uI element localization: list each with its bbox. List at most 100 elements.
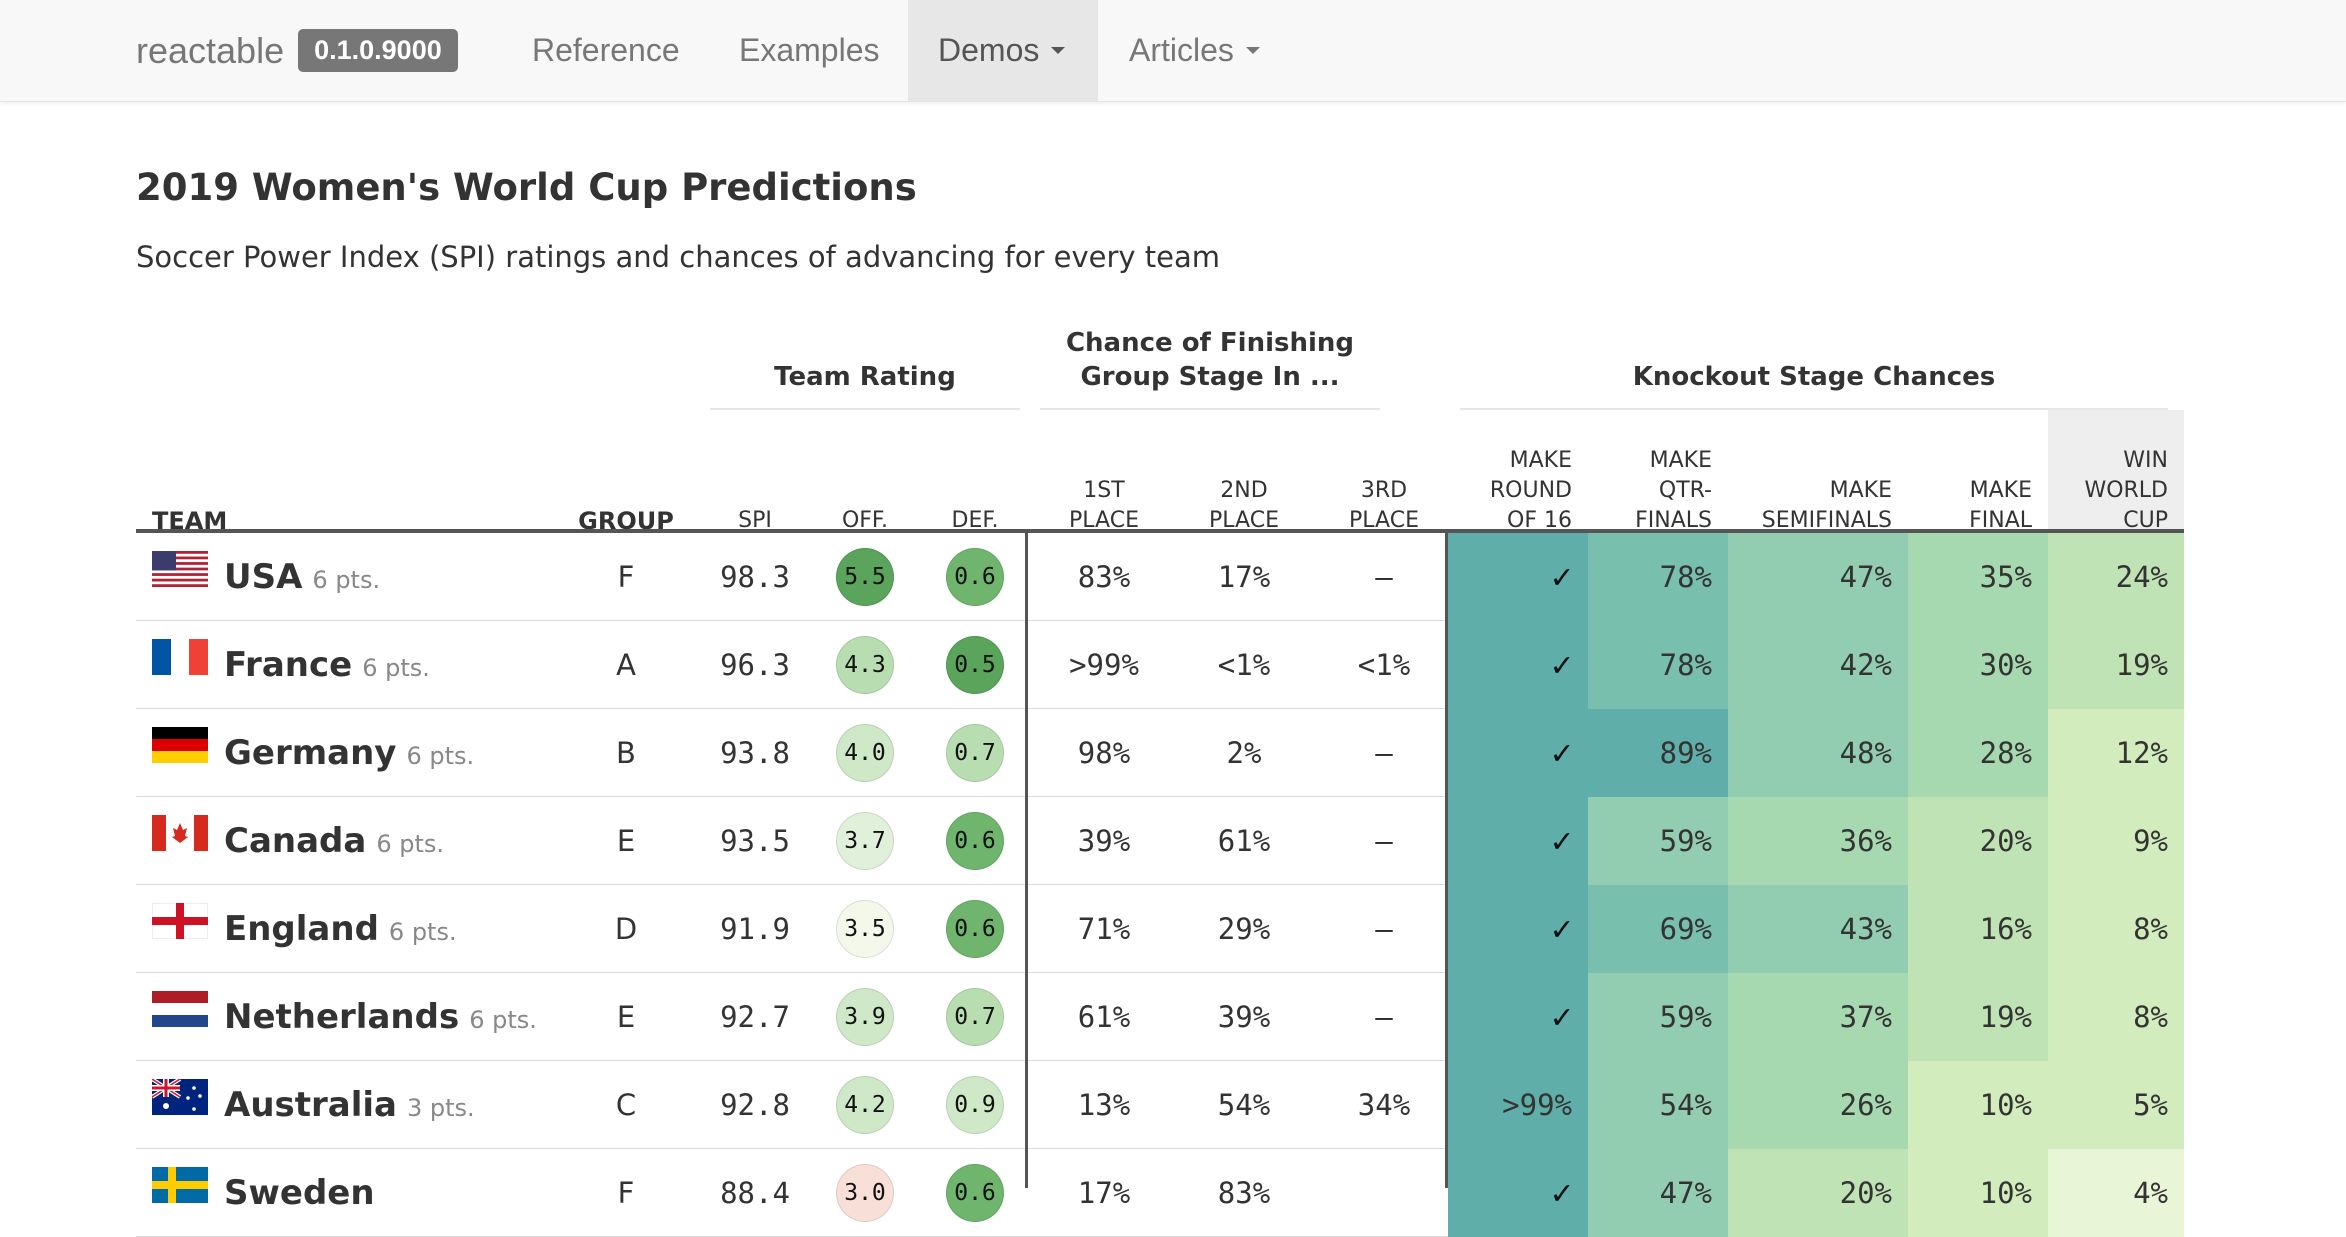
first-cell: 71%: [1034, 885, 1174, 973]
spi-value: 96.3: [720, 648, 790, 682]
team-points: 6 pts.: [406, 742, 475, 770]
def-rating-circle: 0.7: [946, 724, 1004, 782]
col-header-round-of-16[interactable]: Make Round of 16: [1489, 448, 1572, 533]
final-cell: 10%: [1908, 1061, 2048, 1149]
nav-examples-label[interactable]: Examples: [739, 32, 880, 68]
semi-value: 43%: [1839, 912, 1892, 946]
group-value: F: [617, 1176, 635, 1210]
def-cell: 0.5: [920, 621, 1030, 709]
second-value: 83%: [1217, 1176, 1271, 1210]
team-points: 3 pts.: [406, 1094, 475, 1122]
off-rating-circle: 3.0: [836, 1164, 894, 1222]
nav-reference[interactable]: Reference: [502, 0, 710, 101]
off-rating-circle: 5.5: [836, 548, 894, 606]
group-header-knockout: Knockout Stage Chances: [1460, 318, 2168, 410]
first-value: 61%: [1077, 1000, 1131, 1034]
semi-value: 47%: [1839, 560, 1892, 594]
second-cell: <1%: [1174, 621, 1314, 709]
brand[interactable]: reactable 0.1.0.9000: [136, 0, 458, 101]
caret-down-icon: [1245, 47, 1260, 54]
win-value: 8%: [2133, 1000, 2168, 1034]
r16-value: ✓: [1551, 909, 1572, 949]
spi-value: 93.8: [720, 736, 790, 770]
off-cell: 3.0: [810, 1149, 920, 1237]
col-header-def[interactable]: Def.: [951, 508, 999, 533]
third-value: –: [1375, 1000, 1393, 1034]
qtr-value: 54%: [1659, 1088, 1712, 1122]
spi-value: 92.7: [720, 1000, 790, 1034]
r16-cell: ✓: [1448, 797, 1588, 885]
team-name: USA: [224, 557, 303, 597]
col-header-win-world-cup[interactable]: Win World Cup: [2048, 410, 2184, 550]
r16-value: ✓: [1551, 645, 1572, 685]
qtr-value: 89%: [1659, 736, 1712, 770]
r16-value: ✓: [1551, 1173, 1572, 1213]
qtr-cell: 69%: [1588, 885, 1728, 973]
third-value: –: [1375, 912, 1393, 946]
r16-value: ✓: [1551, 997, 1572, 1037]
col-header-spi[interactable]: SPI: [738, 508, 772, 533]
second-value: 61%: [1217, 824, 1271, 858]
first-cell: >99%: [1034, 621, 1174, 709]
first-cell: 17%: [1034, 1149, 1174, 1237]
def-cell: 0.9: [920, 1061, 1030, 1149]
nav-articles-label[interactable]: Articles: [1129, 32, 1234, 68]
table-row: England 6 pts. D 91.9 3.5 0.6 71% 29% – ✓ 69% 43% 16…: [136, 885, 2184, 973]
col-header-qtr-finals[interactable]: Make Qtr-finals: [1635, 448, 1712, 533]
group-value: D: [614, 912, 638, 946]
def-cell: 0.6: [920, 797, 1030, 885]
group-header-group-stage: Chance of Finishing Group Stage In ...: [1040, 318, 1380, 410]
final-cell: 30%: [1908, 621, 2048, 709]
group-value: E: [616, 824, 636, 858]
header-border: [136, 529, 2184, 533]
team-cell: France 6 pts.: [136, 621, 556, 709]
off-cell: 4.0: [810, 709, 920, 797]
page-subtitle: Soccer Power Index (SPI) ratings and cha…: [136, 240, 1221, 274]
def-rating-circle: 0.9: [946, 1076, 1004, 1134]
spi-cell: 98.3: [700, 533, 810, 621]
nav-articles-dropdown[interactable]: Articles: [1099, 0, 1290, 101]
group-cell: E: [556, 973, 696, 1061]
final-value: 16%: [1979, 912, 2032, 946]
semi-cell: 43%: [1728, 885, 1908, 973]
brand-name[interactable]: reactable: [136, 29, 285, 71]
team-cell: Germany 6 pts.: [136, 709, 556, 797]
spi-cell: 92.7: [700, 973, 810, 1061]
group-cell: D: [556, 885, 696, 973]
col-header-2nd-place[interactable]: 2nd Place: [1209, 478, 1279, 533]
nav-examples[interactable]: Examples: [709, 0, 910, 101]
col-header-3rd-place[interactable]: 3rd Place: [1349, 478, 1419, 533]
win-value: 9%: [2133, 824, 2168, 858]
qtr-value: 78%: [1659, 560, 1712, 594]
win-value: 19%: [2115, 648, 2168, 682]
third-cell: –: [1314, 885, 1454, 973]
group-cell: C: [556, 1061, 696, 1149]
first-value: 39%: [1077, 824, 1131, 858]
third-value: –: [1375, 736, 1393, 770]
table-row: Sweden F 88.4 3.0 0.6 17% 83% ✓ 47% 20% 10% 4%: [136, 1149, 2184, 1237]
win-cell: 19%: [2048, 621, 2184, 709]
group-value: C: [615, 1088, 637, 1122]
group-cell: A: [556, 621, 696, 709]
second-cell: 39%: [1174, 973, 1314, 1061]
nav-demos-dropdown[interactable]: Demos: [908, 0, 1098, 101]
col-header-off[interactable]: Off.: [841, 508, 889, 533]
def-rating-circle: 0.6: [946, 548, 1004, 606]
off-rating-circle: 3.5: [836, 900, 894, 958]
qtr-cell: 89%: [1588, 709, 1728, 797]
col-header-semifinals[interactable]: Make Semifinals: [1761, 478, 1892, 533]
r16-value: ✓: [1551, 557, 1572, 597]
nav-demos-label[interactable]: Demos: [938, 32, 1040, 68]
first-value: 83%: [1077, 560, 1131, 594]
qtr-cell: 78%: [1588, 621, 1728, 709]
first-value: 71%: [1077, 912, 1131, 946]
semi-value: 20%: [1839, 1176, 1892, 1210]
nav-reference-label[interactable]: Reference: [532, 32, 680, 68]
col-header-1st-place[interactable]: 1st Place: [1069, 478, 1139, 533]
team-points: 6 pts.: [362, 654, 430, 682]
col-header-final[interactable]: Make Final: [1969, 478, 2032, 533]
def-cell: 0.7: [920, 709, 1030, 797]
final-cell: 16%: [1908, 885, 2048, 973]
team-cell: Netherlands 6 pts.: [136, 973, 556, 1061]
team-cell: Australia 3 pts.: [136, 1061, 556, 1149]
